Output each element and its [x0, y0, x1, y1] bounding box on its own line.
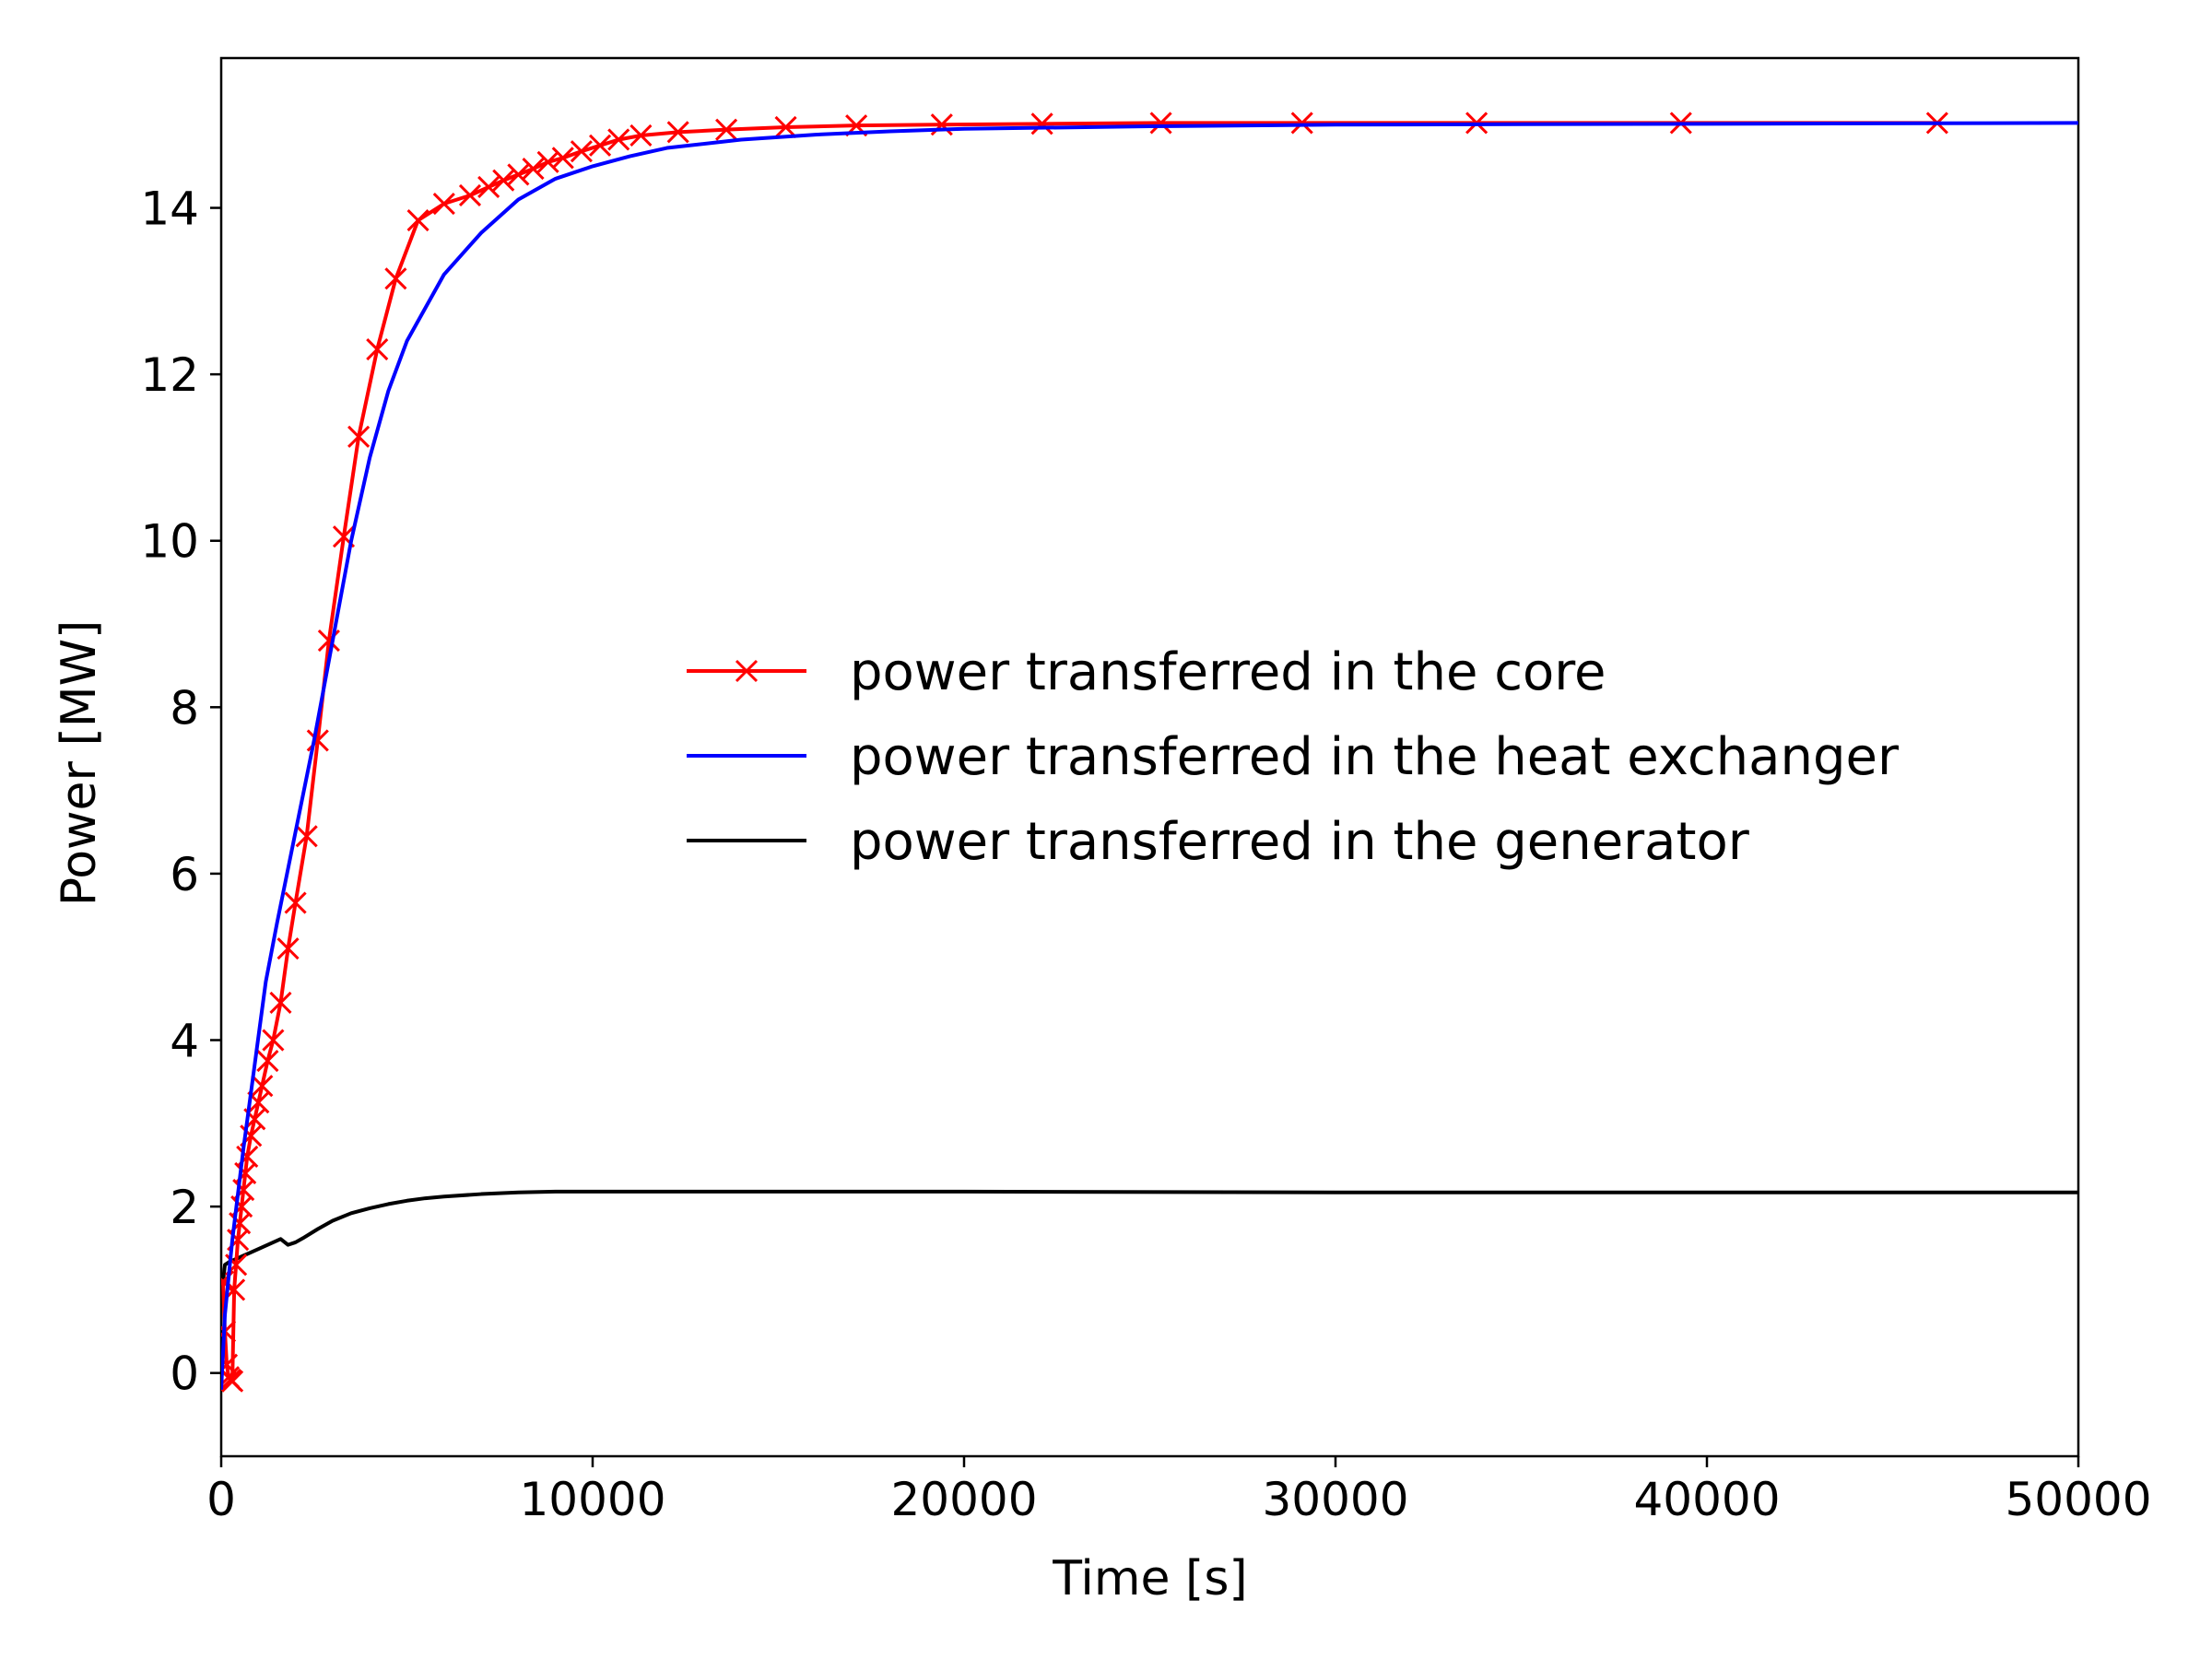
x-axis-label: Time [s]: [1052, 1551, 1247, 1606]
core-data-point: [607, 128, 630, 151]
series-layer: [221, 112, 2078, 1393]
core-data-point: [256, 1050, 279, 1073]
core-data-point: [1030, 112, 1053, 135]
y-axis-ticks: 0 2 4 6 8 10 12 14: [140, 182, 221, 1401]
y-tick-label: 0: [170, 1347, 199, 1401]
core-data-point: [551, 147, 574, 170]
x-tick-label: 30000: [1262, 1473, 1408, 1526]
core-data-point: [588, 134, 612, 157]
series-generator: [221, 1189, 2078, 1299]
legend-label: power transferred in the heat exchanger: [850, 727, 1900, 787]
core-data-point: [347, 425, 371, 448]
y-tick-label: 10: [140, 515, 199, 569]
core-data-point: [629, 124, 653, 147]
legend-item-generator: power transferred in the generator: [687, 812, 1750, 872]
x-tick-label: 40000: [1633, 1473, 1780, 1526]
core-data-point: [536, 150, 559, 173]
core-data-point: [384, 267, 407, 290]
core-data-point: [269, 991, 292, 1014]
series-generator-line: [221, 1189, 2078, 1299]
core-data-point: [715, 118, 738, 141]
y-axis-label: Power [MW]: [52, 620, 107, 907]
core-data-point: [366, 337, 389, 361]
plot-area-frame: [219, 56, 2080, 1458]
core-data-point: [458, 183, 482, 207]
core-data-point: [432, 192, 455, 216]
core-data-point: [1290, 112, 1313, 135]
x-tick-label: 20000: [890, 1473, 1037, 1526]
core-data-point: [774, 115, 797, 139]
y-tick-label: 8: [170, 681, 199, 735]
core-data-point: [666, 121, 689, 144]
core-data-point: [221, 1370, 244, 1393]
y-tick-label: 4: [170, 1015, 199, 1068]
series-core-line: [221, 121, 1937, 1383]
y-tick-label: 2: [170, 1181, 199, 1234]
y-tick-label: 6: [170, 848, 199, 901]
core-data-point: [570, 140, 593, 163]
series-heat-exchanger-line: [221, 121, 2078, 1390]
x-tick-label: 50000: [2005, 1473, 2151, 1526]
x-tick-label: 0: [206, 1473, 236, 1526]
core-data-point: [251, 1075, 274, 1098]
core-data-point: [284, 891, 307, 914]
series-heat-exchanger: [221, 121, 2078, 1390]
legend-item-heat-exchanger: power transferred in the heat exchanger: [687, 727, 1900, 787]
legend-label: power transferred in the core: [850, 642, 1606, 702]
x-tick-label: 10000: [519, 1473, 665, 1526]
core-data-point: [276, 937, 300, 960]
y-tick-label: 12: [140, 348, 199, 402]
x-axis-ticks: 0 10000 20000 30000 40000 50000: [206, 1456, 2152, 1526]
core-data-point: [492, 169, 515, 192]
legend: power transferred in the core power trans…: [687, 642, 1900, 872]
core-data-point: [507, 163, 530, 186]
core-data-point: [295, 825, 318, 848]
core-data-point: [262, 1029, 285, 1052]
core-data-point: [406, 209, 429, 232]
legend-label: power transferred in the generator: [850, 812, 1750, 872]
core-data-point: [522, 158, 545, 181]
legend-item-core: power transferred in the core: [687, 642, 1606, 702]
y-tick-label: 14: [140, 182, 199, 236]
core-data-point: [477, 175, 500, 199]
core-data-point: [1149, 112, 1172, 135]
